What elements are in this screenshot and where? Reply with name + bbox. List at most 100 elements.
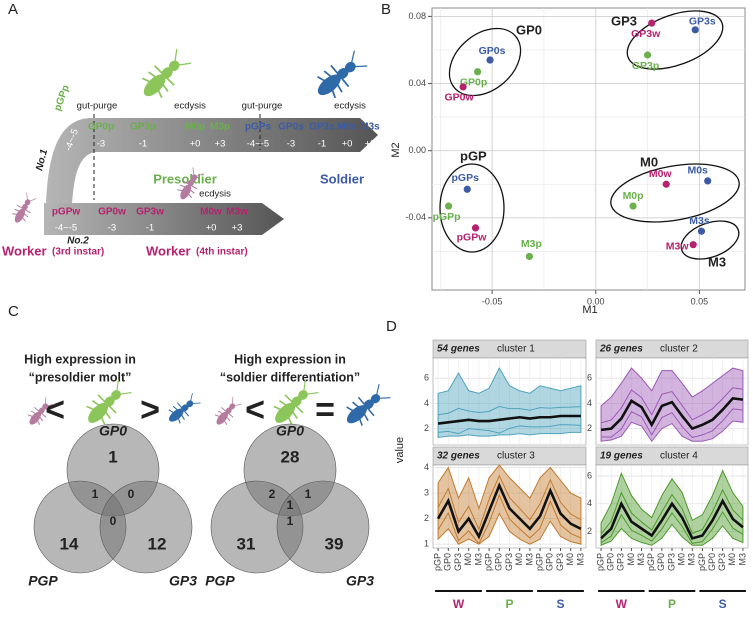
- x-tick-label: GP0: [494, 553, 504, 571]
- group-label: M3: [708, 254, 726, 269]
- insect-thorax: [38, 407, 45, 414]
- group-label: GP3: [611, 13, 637, 28]
- venn-set-label: GP3: [169, 573, 197, 589]
- insect-body: [29, 411, 42, 425]
- x-tick-label: 0.00: [587, 296, 605, 306]
- x-tick-label: M3: [737, 553, 747, 566]
- insect-body: [180, 184, 192, 200]
- venn-count: 1: [305, 487, 312, 501]
- point-label: pGPp: [433, 211, 461, 223]
- point-label: M3w: [666, 240, 690, 252]
- x-tick-label: GP0: [606, 553, 616, 571]
- point-label: GP0p: [460, 77, 487, 89]
- stage-label: M0s: [337, 122, 357, 133]
- point: [459, 83, 467, 91]
- stage-label: M0w: [200, 207, 222, 218]
- event-label: ecdysis: [199, 189, 231, 200]
- insect-antenna: [116, 379, 120, 392]
- insect-body: [88, 402, 109, 423]
- point: [643, 51, 652, 59]
- facet-title: cluster 1: [497, 344, 535, 355]
- insect-thorax: [187, 179, 195, 187]
- x-tick-label: GP3: [453, 553, 463, 571]
- x-tick-label: M0: [727, 553, 737, 566]
- x-tick-label: M0: [565, 553, 575, 566]
- venn-set-label: GP0: [276, 423, 304, 439]
- x-tick-label: M0: [463, 553, 473, 566]
- day-label: -4~-5: [55, 223, 77, 234]
- stage-label: GP3s: [309, 122, 335, 133]
- venn-subtitle: “soldier differentiation”: [220, 370, 360, 384]
- insect-thorax: [363, 399, 374, 410]
- x-tick-label: M3: [636, 553, 646, 566]
- route-label: No.2: [67, 236, 89, 247]
- event-label: gut-purge: [242, 101, 283, 112]
- insect-antenna: [232, 396, 234, 404]
- insect-icon: [27, 396, 55, 426]
- venn-count: 0: [110, 514, 117, 528]
- x-axis-label: M1: [582, 304, 597, 316]
- point: [486, 56, 494, 64]
- x-tick-label: GP3: [717, 553, 727, 571]
- x-tick-label: GP3: [666, 553, 676, 571]
- x-tick-label: GP0: [545, 553, 555, 571]
- group-ellipse: [626, 10, 724, 70]
- y-tick-label: 6: [424, 373, 429, 383]
- venn-count: 2: [269, 487, 276, 501]
- insect-antenna: [192, 402, 201, 404]
- caste-label: Presoldier: [153, 171, 217, 186]
- point-label: M3s: [689, 215, 710, 227]
- mean-line: [436, 482, 582, 540]
- insect-antenna: [174, 48, 178, 62]
- stage-label: M3w: [226, 207, 248, 218]
- point-label: M0w: [649, 168, 673, 180]
- venn-circle: [276, 480, 370, 574]
- x-tick-label: GP3: [616, 553, 626, 571]
- event-label: ecdysis: [334, 101, 366, 112]
- venn-count: 1: [108, 447, 117, 466]
- comparison-symbol: <: [45, 391, 65, 429]
- point-label: GP3p: [632, 60, 659, 72]
- group-ellipse: [439, 163, 505, 253]
- point-label: pGPs: [452, 172, 480, 184]
- day-label: +0: [190, 139, 201, 150]
- facet-title: cluster 3: [497, 451, 535, 462]
- insect-head: [298, 390, 308, 400]
- venn-count: 1: [287, 498, 294, 512]
- gene-line: [437, 493, 582, 545]
- y-tick-label: 4: [587, 398, 592, 408]
- x-tick-label: M3: [687, 553, 697, 566]
- facet-title: cluster 4: [660, 451, 698, 462]
- mean-line: [600, 498, 744, 540]
- y-tick-label: 2: [424, 513, 429, 523]
- stage-label: GP0w: [98, 207, 126, 218]
- insect-antenna: [192, 167, 195, 175]
- x-tick-label: M3: [524, 553, 534, 566]
- route-label: No.1: [34, 148, 50, 172]
- x-tick-label: pGP: [534, 553, 544, 571]
- panel-label: A: [8, 1, 18, 18]
- group-ellipse: [448, 27, 522, 97]
- stage-label: GP0s: [278, 122, 304, 133]
- y-tick-label: 4: [587, 498, 592, 508]
- insect-icon: [346, 384, 391, 426]
- stage-note: (4th instar): [196, 247, 248, 258]
- insect-thorax: [225, 407, 232, 414]
- point: [463, 185, 471, 193]
- x-tick-label: -0.05: [482, 296, 503, 306]
- y-tick-label: 2: [424, 423, 429, 433]
- insect-antenna: [178, 62, 192, 66]
- venn-circle: [99, 480, 193, 574]
- y-axis-label: value: [394, 437, 406, 463]
- point: [697, 227, 706, 235]
- facet-count: 26 genes: [599, 344, 643, 355]
- insect-body: [346, 405, 367, 424]
- insect-icon: [168, 393, 201, 424]
- group-label: S: [556, 597, 564, 611]
- mean-line: [437, 414, 581, 425]
- group-label: W: [453, 597, 465, 611]
- x-tick-label: M3: [575, 553, 585, 566]
- x-tick-label: GP3: [504, 553, 514, 571]
- gene-line: [600, 387, 744, 424]
- insect-body: [216, 411, 229, 425]
